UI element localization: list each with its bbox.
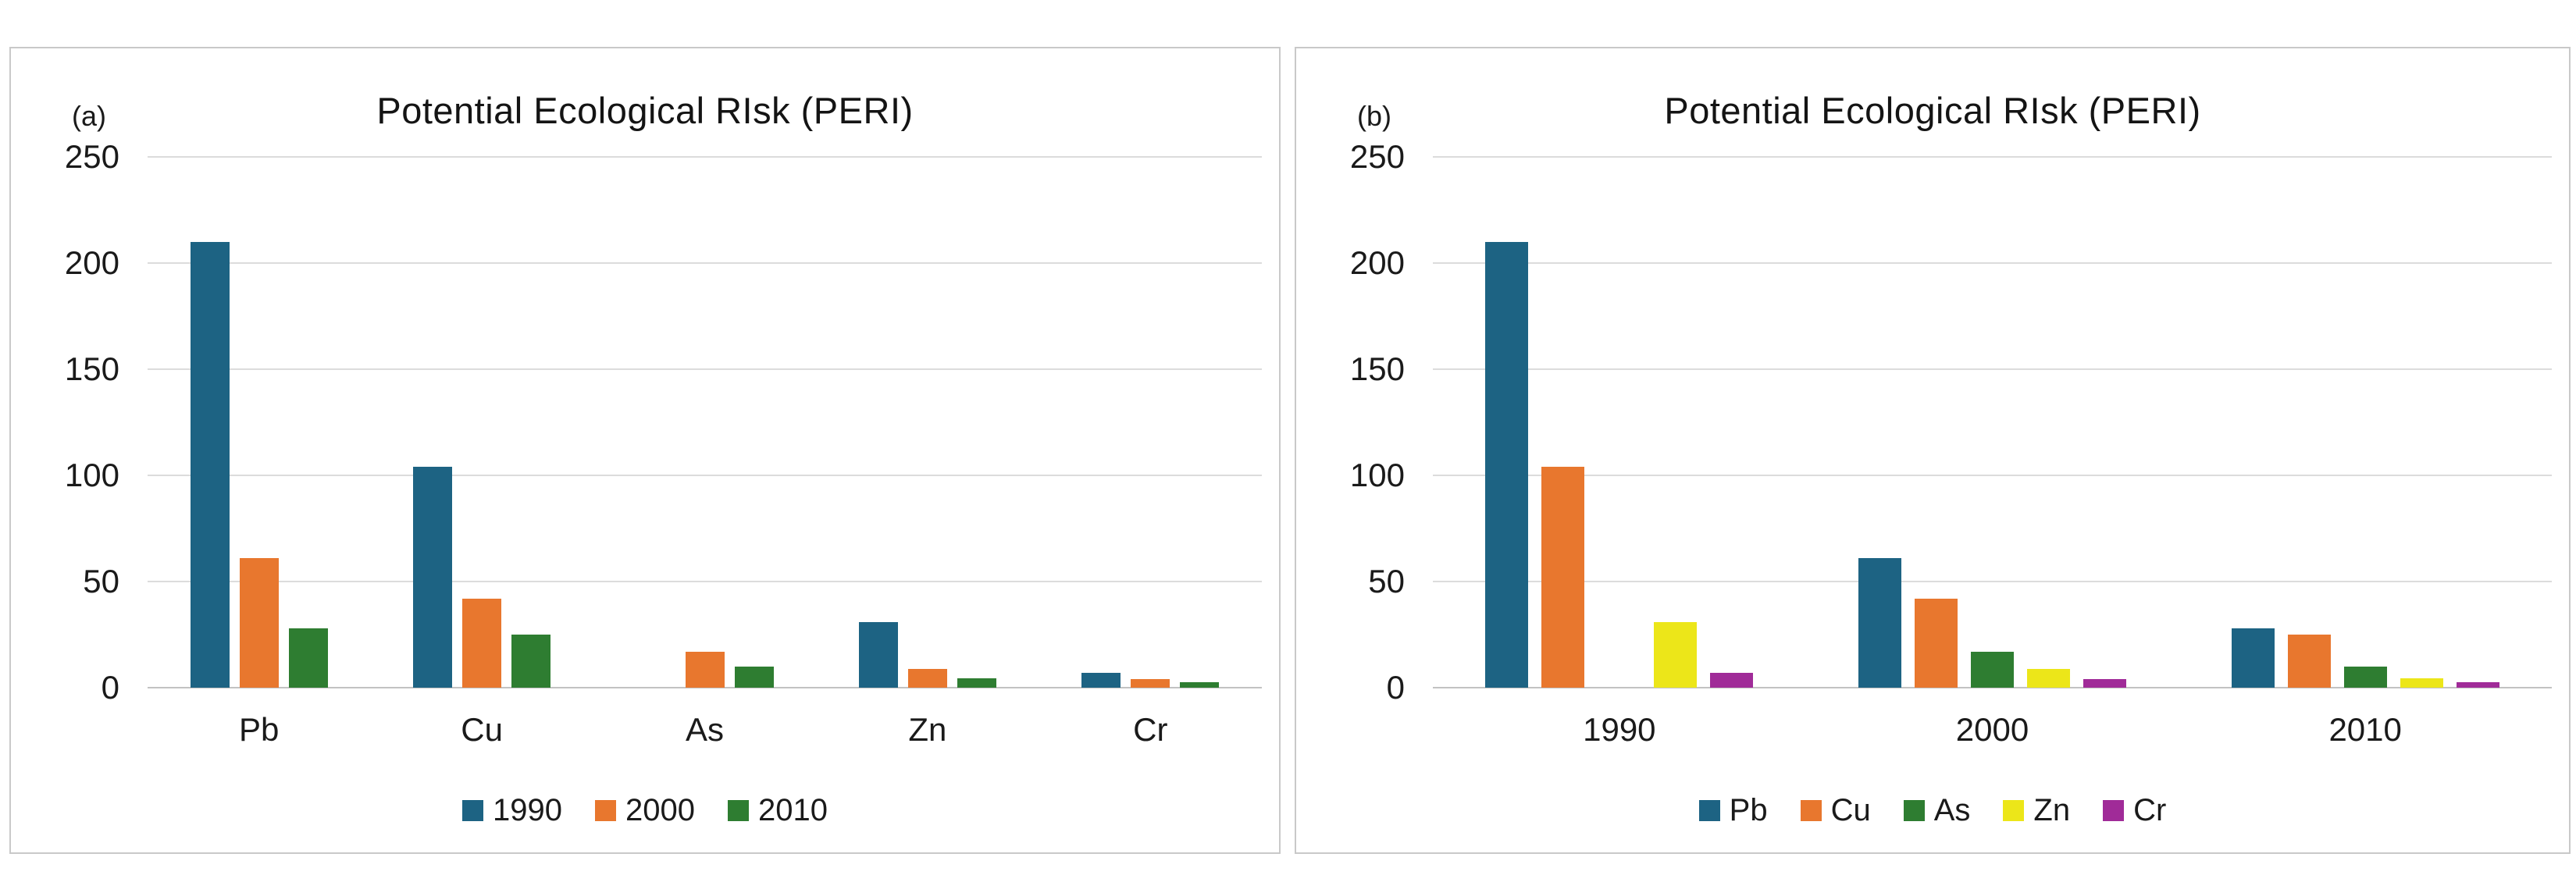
legend-color-swatch-icon	[2003, 799, 2025, 821]
bar-Cu-1990	[1541, 467, 1585, 688]
bar-2010-Zn	[957, 678, 996, 688]
bar-As-2010	[2343, 666, 2387, 688]
y-axis-tick-label: 150	[1349, 350, 1405, 387]
bar-As-2000	[1971, 651, 2014, 688]
legend-item: 2010	[727, 792, 828, 828]
bar-Cr-2010	[2456, 682, 2499, 688]
legend-item: Cr	[2103, 793, 2166, 828]
legend-color-swatch-icon	[2103, 799, 2125, 821]
x-axis-category-label: Cu	[461, 711, 503, 748]
bar-Zn-2000	[2027, 668, 2070, 688]
legend-label: 2000	[625, 792, 695, 827]
chart-title: Potential Ecological RIsk (PERI)	[376, 90, 914, 131]
y-axis-tick-label: 50	[1368, 563, 1405, 599]
legend-color-swatch-icon	[1800, 799, 1822, 821]
gridline	[148, 687, 1262, 688]
chart-title: Potential Ecological RIsk (PERI)	[1664, 90, 2201, 131]
y-axis-tick-label: 200	[64, 244, 119, 281]
bar-1990-Cr	[1081, 672, 1121, 688]
bar-2000-As	[685, 651, 725, 688]
gridline	[1433, 368, 2552, 370]
legend: 1990 2000 2010	[11, 791, 1279, 829]
x-axis-category-label: As	[685, 711, 725, 748]
bar-Pb-2000	[1858, 558, 1901, 688]
bar-2010-Cu	[511, 635, 551, 688]
legend-item: 1990	[462, 793, 562, 828]
y-axis-tick-label: 200	[1349, 244, 1405, 281]
x-axis-category-label: 2010	[2328, 711, 2402, 748]
gridline	[1433, 581, 2552, 582]
bar-Cu-2010	[2287, 635, 2331, 688]
bar-Zn-2010	[2400, 678, 2443, 688]
legend-item: As	[1903, 792, 1971, 828]
legend-item: Pb	[1698, 792, 1768, 828]
bar-Cr-2000	[2083, 679, 2126, 688]
bar-2010-Pb	[288, 628, 328, 688]
legend-color-swatch-icon	[462, 799, 484, 821]
legend: Pb Cu As Zn Cr	[1296, 791, 2569, 829]
bar-Pb-2010	[2231, 628, 2275, 688]
chart-panel-b: (b) Potential Ecological RIsk (PERI) 250…	[1295, 47, 2571, 854]
bar-Cr-1990	[1710, 672, 1754, 688]
y-axis-tick-label: 150	[64, 350, 119, 387]
legend-label: 1990	[493, 792, 562, 827]
gridline	[1433, 475, 2552, 476]
y-axis-tick-label: 250	[1349, 138, 1405, 175]
bar-2000-Cr	[1131, 679, 1170, 688]
gridline	[1433, 262, 2552, 264]
legend-label: Pb	[1729, 792, 1768, 827]
legend-label: Cr	[2133, 792, 2167, 827]
gridline	[1433, 156, 2552, 158]
gridline	[148, 262, 1262, 264]
legend-label: Zn	[2033, 792, 2071, 827]
bar-2010-Cr	[1180, 682, 1220, 688]
bar-2000-Zn	[907, 668, 947, 688]
y-axis-tick-label: 0	[101, 669, 119, 706]
bar-1990-Zn	[858, 621, 898, 688]
y-axis-tick-label: 50	[83, 563, 119, 599]
chart-panel-a: (a) Potential Ecological RIsk (PERI) 250…	[9, 47, 1281, 854]
x-axis-category-label: 2000	[1955, 711, 2029, 748]
x-axis-category-label: Zn	[908, 711, 947, 748]
bar-Pb-1990	[1485, 241, 1529, 688]
y-axis-tick-label: 0	[1386, 669, 1405, 706]
legend-item: Cu	[1800, 792, 1871, 828]
plot-area: 250 200 150 100 50 0 Pb Cu As Zn Cr	[65, 138, 1262, 748]
bar-Zn-1990	[1654, 621, 1698, 688]
gridline	[148, 368, 1262, 370]
legend-color-swatch-icon	[1698, 799, 1720, 821]
y-axis-tick-label: 250	[64, 138, 119, 175]
legend-label: As	[1933, 792, 1971, 827]
gridline	[148, 581, 1262, 582]
legend-color-swatch-icon	[727, 799, 749, 821]
bar-1990-Cu	[413, 467, 453, 688]
panel-letter-label: (b)	[1357, 100, 1391, 132]
panel-letter-label: (a)	[72, 100, 106, 132]
plot-area: 250 200 150 100 50 0 1990 2000 2010	[1350, 138, 2552, 748]
y-axis-tick-label: 100	[1349, 457, 1405, 493]
bar-Cu-2000	[1915, 598, 1958, 688]
legend-item: 2000	[595, 793, 695, 828]
legend-label: Cu	[1830, 792, 1871, 827]
x-axis-category-label: Cr	[1133, 711, 1168, 748]
legend-color-swatch-icon	[595, 799, 616, 821]
x-axis-category-label: 1990	[1583, 711, 1656, 748]
legend-color-swatch-icon	[1903, 799, 1925, 821]
gridline	[148, 475, 1262, 476]
bar-1990-Pb	[190, 241, 230, 688]
gridline	[148, 156, 1262, 158]
gridline	[1433, 687, 2552, 688]
x-axis-category-label: Pb	[239, 711, 280, 748]
bar-2010-As	[734, 666, 774, 688]
bar-2000-Cu	[462, 598, 502, 688]
bar-2000-Pb	[239, 558, 279, 688]
legend-item: Zn	[2003, 793, 2070, 828]
y-axis-tick-label: 100	[64, 457, 119, 493]
legend-label: 2010	[757, 792, 828, 827]
